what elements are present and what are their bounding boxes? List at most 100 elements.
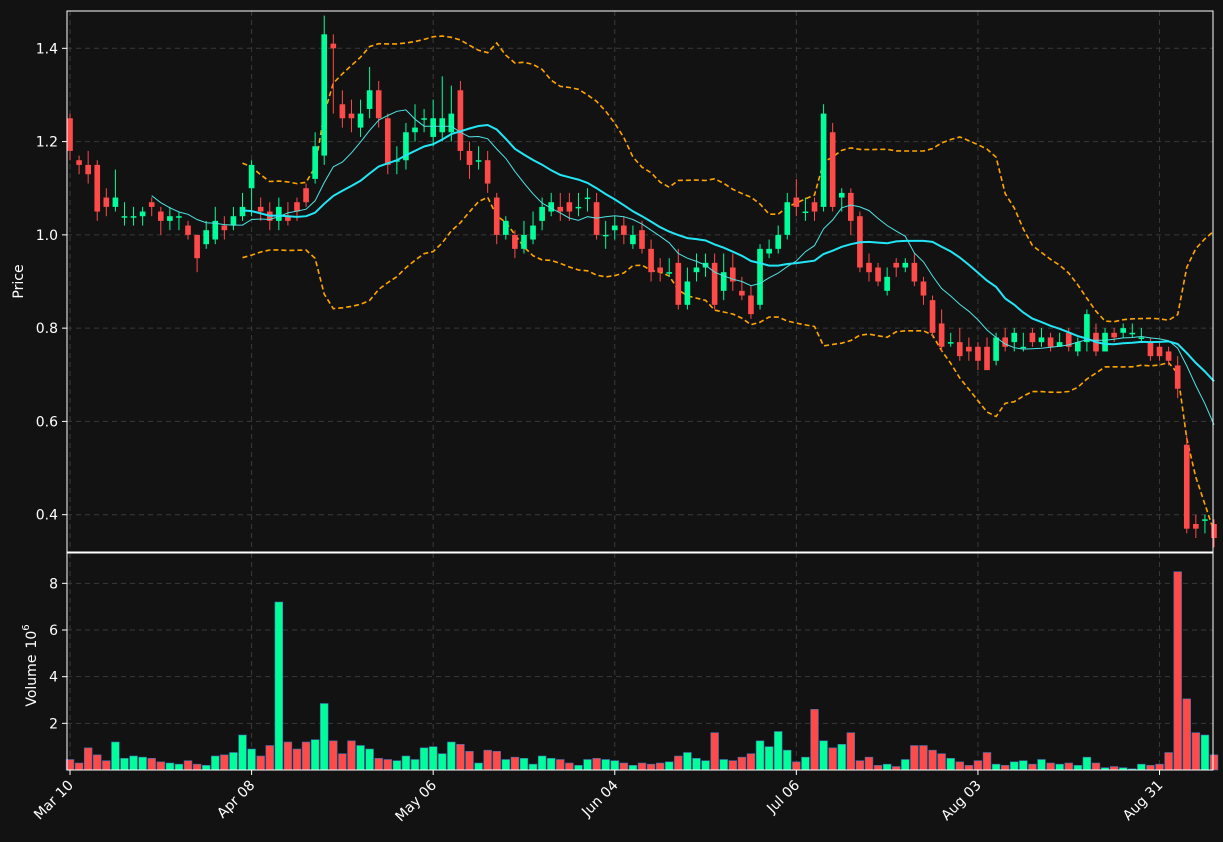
- volume-bar: [892, 766, 901, 771]
- volume-bar: [374, 758, 383, 771]
- candle-body: [430, 118, 436, 137]
- candle-body: [1029, 332, 1036, 343]
- volume-bar: [537, 755, 547, 771]
- volume-bar: [882, 763, 892, 771]
- volume-bar: [810, 709, 819, 771]
- volume-bar: [74, 762, 84, 771]
- candle-body: [212, 220, 219, 240]
- candle-body: [1202, 519, 1208, 521]
- volume-bar: [419, 747, 429, 771]
- candle-body: [421, 118, 427, 120]
- candle-body: [684, 281, 691, 305]
- candle-body: [993, 337, 999, 361]
- candle-body: [130, 216, 137, 218]
- upper-band-line: [242, 35, 1215, 323]
- candle-body: [675, 262, 682, 305]
- volume-bar: [574, 765, 583, 771]
- candle-body: [285, 216, 291, 221]
- candle-body: [1120, 328, 1127, 333]
- volume-bar: [229, 752, 238, 771]
- volume-bar: [274, 601, 284, 771]
- volume-bar: [973, 760, 983, 771]
- volume-bar: [1019, 760, 1028, 771]
- volume-bar: [1028, 763, 1037, 771]
- candle-body: [148, 202, 155, 207]
- candle-body: [729, 267, 736, 282]
- price-tick-label: 0.4: [36, 508, 58, 524]
- volume-bar: [755, 740, 765, 771]
- volume-bar: [746, 753, 756, 771]
- volume-bar: [828, 747, 837, 771]
- volume-bar: [819, 740, 828, 771]
- volume-bar: [1146, 765, 1155, 771]
- price-grid: [67, 11, 1213, 552]
- candle-body: [67, 118, 73, 151]
- candle-body: [1111, 332, 1117, 338]
- volume-bar: [410, 759, 420, 771]
- volume-bar: [846, 732, 856, 771]
- candle-body: [357, 113, 364, 128]
- volume-panel-frame: [66, 552, 1214, 771]
- candle-body: [739, 290, 745, 296]
- candle-body: [412, 127, 418, 133]
- volume-bar: [183, 760, 193, 771]
- volume-bar: [773, 731, 783, 771]
- volume-bar: [547, 758, 556, 771]
- candle-body: [1165, 351, 1172, 361]
- candle-body: [384, 118, 391, 165]
- volume-bar: [674, 755, 683, 771]
- candle-body: [521, 234, 527, 249]
- volume-bar: [1055, 763, 1064, 771]
- candle-body: [711, 262, 718, 305]
- volume-bar: [320, 703, 329, 771]
- candle-body: [893, 262, 900, 268]
- candle-body: [303, 188, 309, 203]
- candle-body: [1002, 337, 1008, 347]
- volume-bar: [719, 759, 728, 771]
- volume-bar: [1137, 763, 1146, 771]
- candle-body: [802, 211, 809, 214]
- volume-bar: [301, 741, 311, 771]
- candle-body: [748, 295, 754, 315]
- price-axis-label: Price: [11, 264, 27, 298]
- candle-body: [693, 267, 700, 273]
- volume-bar: [265, 745, 274, 771]
- candle-body: [330, 43, 337, 49]
- candle-body: [112, 197, 119, 207]
- candle-body: [602, 234, 609, 237]
- volume-axis-label: Volume106: [21, 624, 40, 706]
- candle-body: [920, 281, 927, 296]
- candle-body: [103, 197, 110, 207]
- candle-body: [484, 160, 491, 184]
- volume-bar: [165, 762, 175, 771]
- volume-bar: [655, 762, 665, 771]
- volume-bar: [147, 758, 156, 771]
- volume-bar: [1091, 762, 1101, 771]
- candle-body: [1074, 342, 1081, 352]
- candle-body: [621, 225, 627, 235]
- volume-bar: [174, 763, 184, 771]
- price-panel-frame: [66, 10, 1214, 553]
- candle-body: [439, 118, 446, 133]
- volume-bar: [692, 758, 701, 771]
- candle-body: [884, 276, 890, 291]
- volume-bar: [129, 755, 138, 771]
- candle-body: [1038, 337, 1045, 343]
- candle-body: [548, 202, 555, 212]
- candle-body: [85, 164, 91, 175]
- candle-body: [1102, 332, 1108, 352]
- volume-bar: [329, 740, 338, 771]
- candle-body: [848, 192, 854, 221]
- candle-body: [475, 160, 482, 162]
- candle-body: [121, 216, 128, 218]
- volume-bar: [619, 762, 629, 771]
- volume-bar: [964, 765, 974, 771]
- volume-bar: [910, 745, 919, 771]
- volume-bar: [483, 749, 492, 771]
- candle-body: [1084, 314, 1090, 343]
- volume-bar: [365, 748, 374, 771]
- volume-bar: [192, 763, 202, 771]
- volume-bar: [1191, 732, 1201, 771]
- volume-y-axis: 2 4 6 8: [49, 576, 67, 732]
- candle-body: [1129, 332, 1136, 335]
